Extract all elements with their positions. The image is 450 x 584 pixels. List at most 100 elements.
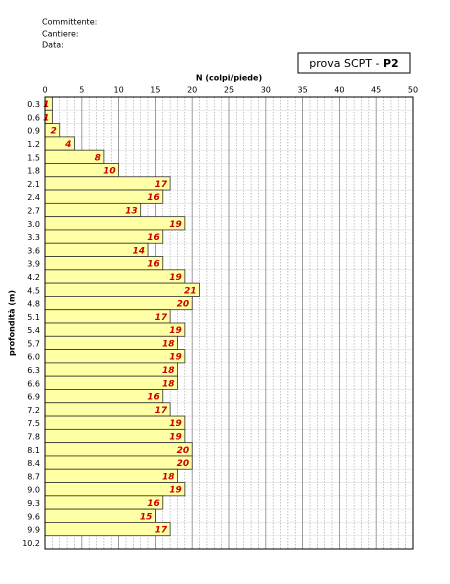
- bar: [44, 322, 186, 337]
- y-tick-label: 8.4: [27, 459, 40, 468]
- value-label: 19: [169, 273, 182, 283]
- x-tick-label: 5: [79, 86, 84, 95]
- y-tick-label: 7.8: [27, 433, 40, 442]
- bar: [44, 349, 186, 364]
- cantiere: Cantiere:: [42, 30, 79, 39]
- bar: [44, 189, 164, 204]
- y-tick-label: 9.3: [27, 499, 40, 508]
- y-tick-label: 0.9: [27, 127, 40, 136]
- y-tick-label: 4.5: [27, 286, 40, 295]
- value-label: 1: [43, 113, 49, 123]
- value-label: 21: [184, 286, 197, 296]
- y-tick-label: 1.8: [27, 167, 40, 176]
- x-tick-label: 35: [298, 86, 308, 95]
- y-tick-label: 8.1: [27, 446, 40, 455]
- y-tick-label: 0.3: [27, 100, 40, 109]
- value-label: 19: [169, 220, 182, 230]
- value-label: 10: [103, 167, 116, 177]
- y-tick-label: 0.6: [27, 113, 40, 122]
- bar: [44, 522, 171, 537]
- value-label: 18: [162, 379, 175, 389]
- x-tick-label: 30: [261, 86, 271, 95]
- bar: [44, 415, 186, 430]
- x-tick-label: 50: [408, 86, 418, 95]
- y-tick-label: 4.2: [27, 273, 40, 282]
- value-label: 18: [162, 472, 175, 482]
- value-label: 1: [43, 100, 49, 110]
- bar: [44, 296, 193, 311]
- y-tick-label: 2.1: [27, 180, 40, 189]
- bar: [44, 468, 178, 483]
- value-label: 17: [155, 313, 168, 323]
- bar: [44, 389, 164, 404]
- y-tick-label: 5.1: [27, 313, 40, 322]
- value-label: 19: [169, 353, 182, 363]
- test-id: P2: [383, 57, 399, 70]
- value-label: 4: [64, 140, 71, 150]
- value-label: 16: [147, 193, 160, 203]
- y-tick-label: 8.7: [27, 472, 40, 481]
- date: Data:: [42, 41, 64, 50]
- y-tick-label: 4.8: [27, 300, 40, 309]
- y-tick-label: 3.9: [27, 260, 40, 269]
- value-label: 20: [177, 300, 190, 310]
- y-tick-label: 10.2: [22, 539, 40, 548]
- bar: [44, 269, 186, 284]
- y-tick-label: 6.9: [27, 393, 40, 402]
- test-title: prova SCPT - P2: [309, 57, 398, 70]
- value-label: 16: [147, 260, 160, 270]
- y-tick-label: 5.7: [27, 339, 40, 348]
- bar: [44, 442, 193, 457]
- value-label: 8: [95, 153, 101, 163]
- x-tick-label: 45: [371, 86, 381, 95]
- x-tick-label: 40: [334, 86, 344, 95]
- value-label: 19: [169, 486, 182, 496]
- value-label: 20: [177, 446, 190, 456]
- test-label: prova SCPT -: [309, 57, 379, 70]
- y-axis-title: profondità (m): [8, 290, 17, 356]
- x-tick-label: 20: [187, 86, 197, 95]
- x-tick-label: 15: [150, 86, 160, 95]
- y-tick-label: 6.3: [27, 366, 40, 375]
- value-label: 2: [50, 127, 56, 137]
- y-tick-label: 9.6: [27, 512, 40, 521]
- bar: [44, 482, 186, 497]
- value-label: 18: [162, 366, 175, 376]
- bar: [44, 455, 193, 470]
- bar: [44, 216, 186, 231]
- bar: [44, 256, 164, 271]
- value-label: 19: [169, 326, 182, 336]
- committente: Committente:: [42, 18, 97, 27]
- bar: [44, 402, 171, 417]
- value-label: 19: [169, 433, 182, 443]
- y-tick-label: 2.4: [27, 193, 40, 202]
- bar: [44, 362, 178, 377]
- bar: [44, 375, 178, 390]
- y-tick-label: 9.0: [27, 486, 40, 495]
- value-label: 16: [147, 499, 160, 509]
- y-tick-label: 7.5: [27, 419, 40, 428]
- y-tick-label: 9.9: [27, 526, 40, 535]
- value-label: 18: [162, 339, 175, 349]
- bar: [44, 309, 171, 324]
- y-tick-label: 5.4: [27, 326, 40, 335]
- bar: [44, 176, 171, 191]
- bar: [44, 282, 200, 297]
- bar: [44, 495, 164, 510]
- value-label: 17: [155, 180, 168, 190]
- bar: [44, 335, 178, 350]
- bar: [44, 508, 156, 523]
- plot-frame: [44, 96, 414, 550]
- x-tick-label: 0: [42, 86, 47, 95]
- y-tick-label: 2.7: [27, 207, 40, 216]
- value-label: 17: [155, 406, 168, 416]
- y-tick-label: 1.5: [27, 153, 40, 162]
- x-tick-label: 10: [114, 86, 124, 95]
- x-axis-title: N (colpi/piede): [196, 74, 262, 83]
- value-label: 19: [169, 419, 182, 429]
- y-tick-label: 6.0: [27, 353, 40, 362]
- bar: [44, 229, 164, 244]
- x-tick-label: 25: [224, 86, 234, 95]
- y-tick-label: 7.2: [27, 406, 40, 415]
